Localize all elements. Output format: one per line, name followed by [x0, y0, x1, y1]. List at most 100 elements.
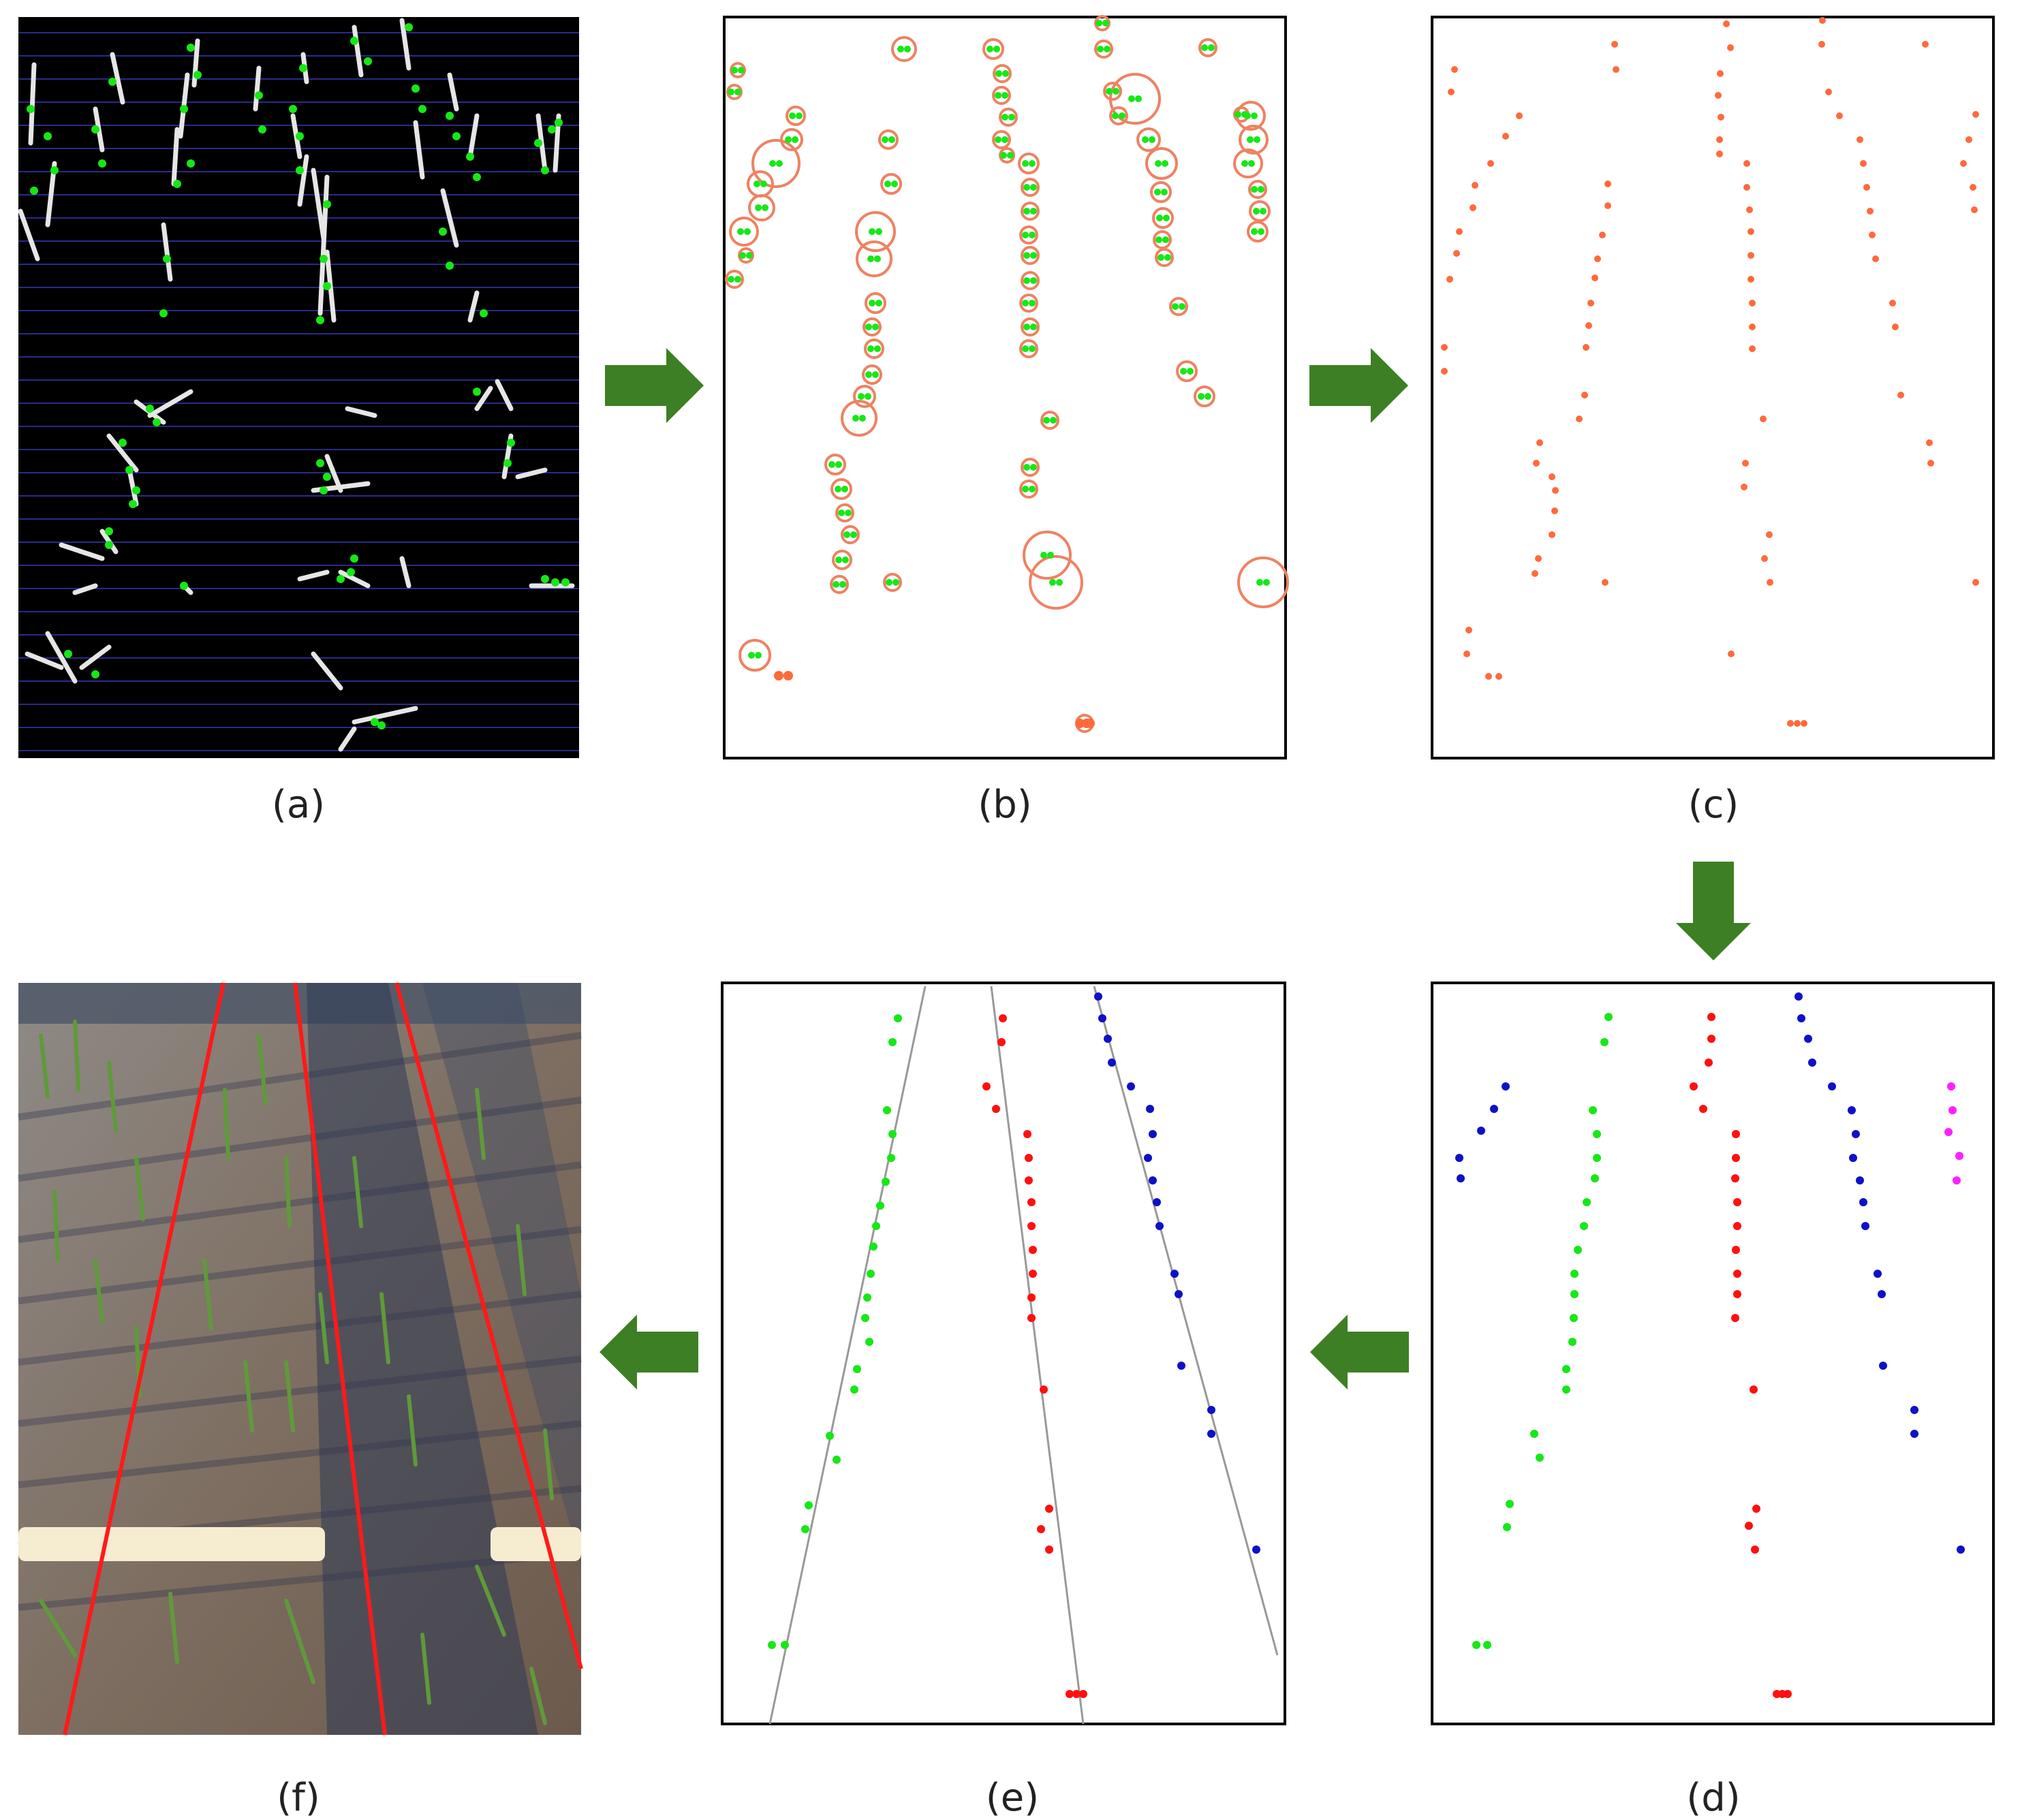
panel-e: (e) [721, 982, 1286, 1820]
panel-a: (a) [18, 17, 579, 827]
feature-point [1254, 136, 1260, 143]
cluster-circle [830, 575, 849, 594]
feature-point [98, 159, 106, 168]
row-point-blue [1177, 1362, 1185, 1370]
row-point-blue [1878, 1290, 1886, 1298]
feature-point [377, 721, 386, 729]
seedling-blob [399, 18, 411, 71]
feature-point [728, 89, 734, 95]
cluster-circle [1021, 202, 1040, 221]
cluster-circle [855, 211, 896, 252]
feature-point [320, 486, 328, 495]
feature-point [316, 459, 324, 467]
cluster-circle [841, 525, 860, 544]
cluster-circle [1019, 480, 1038, 499]
row-point-red [1699, 1105, 1707, 1113]
row-point-blue [1094, 992, 1102, 1001]
center-point [1718, 114, 1724, 121]
feature-point [835, 556, 842, 563]
center-point [1970, 184, 1976, 191]
center-point [1926, 439, 1933, 446]
row-point-blue [1910, 1406, 1918, 1414]
row-point-green [865, 1338, 873, 1346]
row-point-blue [1502, 1082, 1510, 1091]
feature-point [1241, 111, 1248, 118]
row-point-red [1750, 1385, 1758, 1394]
feature-point [842, 556, 849, 563]
feature-point [874, 255, 881, 262]
cluster-circle [824, 454, 846, 475]
feature-point [180, 105, 188, 113]
panel-d: (d) [1431, 982, 1995, 1820]
feature-point [835, 461, 842, 468]
feature-point [839, 581, 846, 588]
row-point-green [882, 1178, 890, 1186]
row-point-red [992, 1105, 1000, 1113]
row-point-green [1589, 1106, 1597, 1114]
row-point-green [1593, 1130, 1601, 1138]
feature-point [1023, 324, 1030, 330]
feature-point [850, 531, 857, 538]
feature-point [1030, 208, 1037, 215]
row-point-magenta [1944, 1128, 1953, 1136]
seedling [284, 1599, 315, 1684]
detected-row-line [293, 982, 387, 1736]
feature-point [180, 582, 188, 590]
row-point-magenta [1947, 1082, 1955, 1091]
cluster-circle [999, 108, 1018, 127]
cluster-circle [891, 36, 917, 62]
row-point-blue [1848, 1106, 1856, 1114]
grouped-points [1455, 992, 1965, 1698]
center-point [1532, 570, 1538, 577]
center-point [1972, 579, 1979, 586]
seedling-blob [18, 208, 40, 262]
feature-point [785, 136, 792, 143]
seedling [134, 1156, 145, 1221]
feature-point [320, 255, 328, 263]
feature-point [995, 136, 1001, 143]
feature-point [299, 64, 307, 72]
feature-point [1049, 579, 1056, 586]
row-point-red [1733, 1198, 1741, 1206]
seedling-blob [45, 631, 78, 684]
row-point-green [826, 1432, 834, 1440]
feature-point [1201, 44, 1208, 51]
cluster-circle [1023, 531, 1072, 580]
seedling-blob [171, 127, 180, 187]
row-point-green [863, 1293, 871, 1302]
row-point-green [887, 1154, 895, 1162]
center-point [1472, 182, 1478, 189]
row-point-blue [1828, 1082, 1836, 1091]
seedling [318, 1292, 329, 1364]
feature-point [473, 388, 481, 396]
feature-point [755, 652, 762, 659]
center-point [1869, 232, 1876, 238]
row-point-green [1593, 1154, 1601, 1162]
cluster-circle [1109, 106, 1128, 125]
panel-f: (f) [18, 982, 583, 1820]
panel-label-b: (b) [978, 783, 1031, 827]
feature-point [541, 166, 549, 174]
feature-point [1002, 70, 1009, 77]
row-point-red [1745, 1522, 1753, 1530]
seedling [475, 1088, 486, 1160]
row-point-blue [1457, 1174, 1465, 1182]
cluster-circle [1094, 40, 1113, 59]
feature-point [1030, 464, 1037, 471]
row-point-green [801, 1525, 809, 1533]
seedling-blob [413, 120, 425, 180]
feature-point [91, 125, 99, 134]
feature-point [872, 324, 879, 330]
row-point-blue [1852, 1130, 1860, 1138]
feature-point [44, 132, 52, 140]
row-point-blue [1252, 1546, 1260, 1554]
feature-point [1104, 46, 1110, 52]
seedling-blob [495, 379, 514, 411]
feature-point [865, 393, 871, 400]
center-point [1825, 89, 1832, 95]
cluster-circle [865, 292, 886, 314]
cluster-circle [1248, 180, 1267, 199]
center-point [1742, 460, 1749, 467]
center-point [1502, 133, 1509, 140]
row-point-blue [1477, 1127, 1485, 1135]
